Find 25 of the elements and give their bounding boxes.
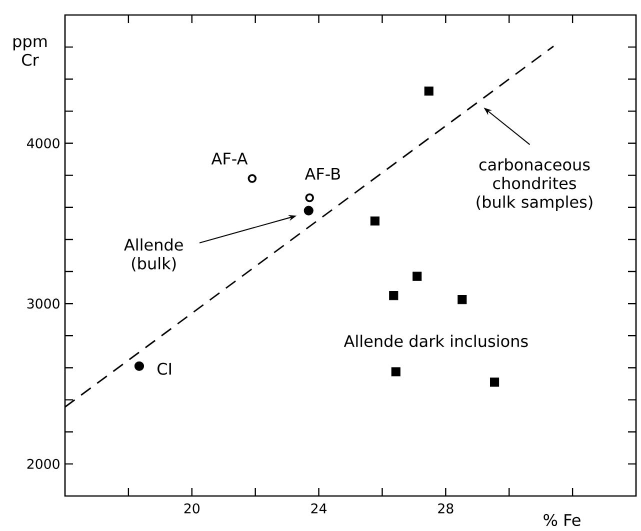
x-tick-label: 28 [438,503,454,514]
annotation: AF-A [211,152,248,164]
point [134,361,144,371]
point [305,193,314,202]
annotation: AF-B [304,168,340,180]
point [304,206,314,216]
point [389,291,398,300]
y-tick-label: 4000 [27,138,60,148]
point [458,295,467,304]
x-axis-title: % Fe [544,514,580,526]
x-tick-label: 20 [184,503,200,514]
annotation: Allende (bulk) [124,238,183,272]
point [391,367,400,376]
annotation: carbonaceous chondrites (bulk samples) [476,158,592,212]
point [412,272,422,281]
annotation: Allende dark inclusions [344,334,528,348]
x-tick-label: 24 [311,503,327,514]
y-axis-title: ppm Cr [13,38,47,66]
y-tick-label: 3000 [27,298,60,309]
point [424,86,434,96]
y-tick-label: 2000 [27,458,60,469]
point [490,378,500,387]
annotation: CI [158,362,171,375]
point [248,174,257,183]
point [370,216,380,226]
